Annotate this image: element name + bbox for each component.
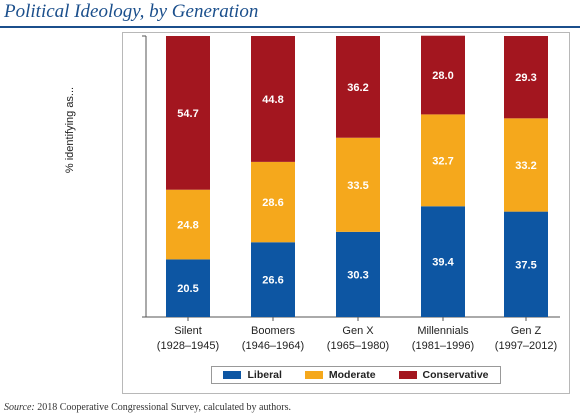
x-tick-label-gen-x: Gen X [342, 325, 374, 337]
bar-silent-moderate [166, 189, 210, 260]
bar-silent-liberal [166, 259, 210, 317]
legend-swatch-liberal [223, 371, 242, 379]
value-label-silent-conservative: 54.7 [177, 108, 198, 120]
legend-label-conservative: Conservative [422, 369, 489, 381]
legend-swatch-moderate [304, 371, 323, 379]
bar-silent-conservative [166, 36, 210, 190]
value-label-millennials-moderate: 32.7 [432, 155, 453, 167]
source-note: Source: 2018 Cooperative Congressional S… [4, 402, 291, 413]
bar-gen-z-conservative [504, 36, 548, 119]
bar-boomers-conservative [251, 36, 295, 162]
bar-millennials-moderate [421, 114, 465, 207]
value-label-millennials-liberal: 39.4 [432, 257, 454, 269]
legend-swatch-conservative [398, 371, 417, 379]
value-label-boomers-liberal: 26.6 [262, 275, 283, 287]
legend-label-moderate: Moderate [328, 369, 376, 381]
legend: Liberal Moderate Conservative [211, 366, 501, 384]
x-tick-sublabel-boomers: (1946–1964) [242, 340, 304, 352]
bar-boomers-liberal [251, 242, 295, 317]
value-label-gen-z-liberal: 37.5 [515, 259, 536, 271]
source-text: 2018 Cooperative Congressional Survey, c… [37, 402, 291, 413]
source-label: Source: [4, 402, 35, 413]
value-label-gen-z-moderate: 33.2 [515, 160, 536, 172]
bar-millennials-conservative [421, 35, 465, 115]
bar-gen-z-moderate [504, 118, 548, 212]
y-axis-label: % identifying as... [64, 86, 76, 174]
chart-title: Political Ideology, by Generation [4, 1, 259, 22]
value-label-boomers-moderate: 28.6 [262, 197, 283, 209]
legend-label-liberal: Liberal [247, 369, 282, 381]
bar-gen-x-liberal [336, 231, 380, 317]
bar-millennials-liberal [421, 206, 465, 317]
value-label-gen-x-liberal: 30.3 [347, 269, 368, 281]
bar-gen-x-moderate [336, 137, 380, 232]
value-label-silent-liberal: 20.5 [177, 283, 198, 295]
title-rule [0, 26, 580, 28]
value-label-gen-z-conservative: 29.3 [515, 72, 536, 84]
x-tick-label-gen-z: Gen Z [511, 325, 542, 337]
legend-item-moderate: Moderate [304, 369, 376, 381]
value-label-millennials-conservative: 28.0 [432, 70, 453, 82]
value-label-gen-x-conservative: 36.2 [347, 82, 368, 94]
bar-gen-z-liberal [504, 211, 548, 317]
x-tick-sublabel-gen-x: (1965–1980) [327, 340, 389, 352]
chart-frame [122, 32, 570, 394]
value-label-gen-x-moderate: 33.5 [347, 180, 368, 192]
legend-item-liberal: Liberal [223, 369, 282, 381]
x-tick-label-boomers: Boomers [251, 325, 296, 337]
bar-boomers-moderate [251, 161, 295, 243]
x-tick-label-silent: Silent [174, 325, 202, 337]
x-tick-sublabel-millennials: (1981–1996) [412, 340, 474, 352]
x-tick-sublabel-gen-z: (1997–2012) [495, 340, 557, 352]
legend-item-conservative: Conservative [398, 369, 489, 381]
value-label-silent-moderate: 24.8 [177, 220, 198, 232]
x-tick-sublabel-silent: (1928–1945) [157, 340, 219, 352]
bar-gen-x-conservative [336, 36, 380, 138]
value-label-boomers-conservative: 44.8 [262, 94, 283, 106]
x-tick-label-millennials: Millennials [417, 325, 469, 337]
